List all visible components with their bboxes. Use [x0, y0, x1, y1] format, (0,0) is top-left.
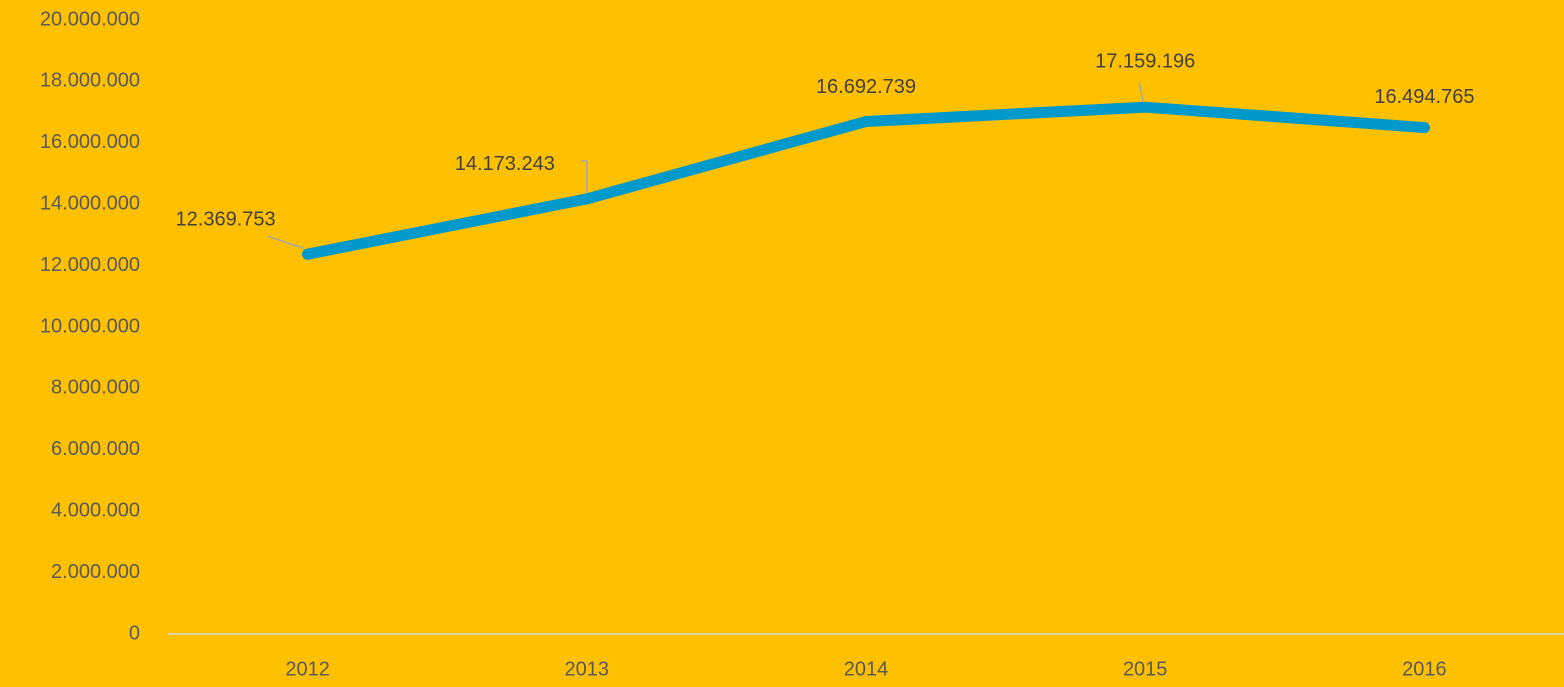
data-label: 14.173.243 [455, 153, 555, 175]
data-point [1418, 122, 1430, 134]
data-label: 17.159.196 [1095, 50, 1195, 72]
x-tick-label: 2015 [1123, 658, 1168, 680]
x-tick-label: 2013 [565, 658, 610, 680]
y-tick-label: 12.000.000 [40, 254, 140, 276]
y-tick-label: 16.000.000 [40, 131, 140, 153]
data-label: 16.692.739 [816, 76, 916, 98]
data-label: 16.494.765 [1374, 86, 1474, 108]
y-tick-label: 8.000.000 [51, 377, 140, 399]
y-tick-label: 14.000.000 [40, 192, 140, 214]
x-tick-label: 2014 [844, 658, 889, 680]
x-tick-label: 2016 [1402, 658, 1447, 680]
y-tick-label: 10.000.000 [40, 315, 140, 337]
y-tick-label: 4.000.000 [51, 499, 140, 521]
data-point [860, 116, 872, 128]
data-label: 12.369.753 [176, 209, 276, 231]
y-tick-label: 20.000.000 [40, 8, 140, 30]
y-axis-ticks: 0 2.000.000 4.000.000 6.000.000 8.000.000 10.… [40, 8, 140, 644]
data-label-leaders [267, 82, 1144, 249]
series-line [302, 101, 1430, 260]
data-point [302, 248, 314, 260]
y-tick-label: 0 [129, 622, 140, 644]
leader-line [267, 235, 304, 249]
data-point [581, 193, 593, 205]
y-tick-label: 18.000.000 [40, 70, 140, 92]
y-tick-label: 6.000.000 [51, 438, 140, 460]
x-axis-ticks: 2012 2013 2014 2015 2016 [285, 658, 1446, 680]
leader-line [580, 160, 588, 193]
leader-line [1138, 82, 1144, 102]
y-tick-label: 2.000.000 [51, 561, 140, 583]
data-point [1139, 101, 1151, 113]
data-labels: 12.369.753 14.173.243 16.692.739 17.159.196… [176, 50, 1474, 260]
x-tick-label: 2012 [285, 658, 330, 680]
